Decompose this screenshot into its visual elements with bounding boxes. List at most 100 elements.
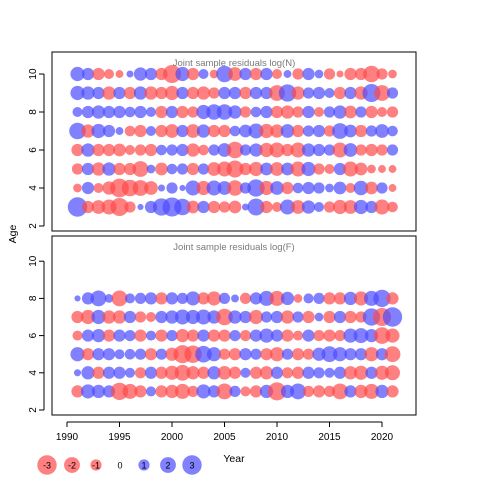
residual-bubble xyxy=(387,201,398,213)
residual-bubble xyxy=(72,106,83,118)
residual-bubble xyxy=(376,106,388,118)
residual-bubble xyxy=(144,366,158,379)
residual-bubble xyxy=(301,161,316,177)
residual-bubble xyxy=(67,197,88,217)
residual-bubble xyxy=(302,366,315,379)
residual-bubble xyxy=(216,383,233,400)
residual-bubble xyxy=(71,385,84,398)
y-tick-label: 8 xyxy=(28,295,39,301)
residual-bubble xyxy=(290,142,306,158)
y-tick-label: 10 xyxy=(28,68,39,80)
residual-bubble xyxy=(102,329,116,342)
residual-bubble xyxy=(187,106,199,118)
residual-bubble xyxy=(186,200,200,214)
residual-bubble xyxy=(165,105,179,119)
residual-bubble xyxy=(313,367,325,379)
residual-bubble xyxy=(216,65,233,83)
legend-label: -3 xyxy=(43,461,51,471)
residual-bubble xyxy=(240,367,251,378)
residual-bubble xyxy=(155,105,168,119)
residual-bubble xyxy=(270,105,284,119)
residual-bubble xyxy=(187,385,199,397)
residual-bubble xyxy=(269,347,285,362)
legend-bubble xyxy=(182,455,202,475)
residual-bubble xyxy=(132,180,149,196)
residual-bubble xyxy=(73,183,82,193)
residual-bubble xyxy=(281,181,294,195)
residual-bubble xyxy=(133,67,148,81)
x-tick-label: 1995 xyxy=(108,432,131,443)
residual-bubble xyxy=(290,161,306,177)
panel-frame xyxy=(51,235,417,416)
residual-bubble xyxy=(137,203,144,211)
residual-bubble xyxy=(197,200,210,214)
residual-bubble xyxy=(385,328,400,343)
y-tick-label: 4 xyxy=(28,185,39,191)
residual-bubble xyxy=(124,144,136,156)
residual-bubble xyxy=(81,366,95,380)
residual-bubble xyxy=(174,198,191,216)
residual-bubble xyxy=(302,310,315,324)
residual-bubble xyxy=(104,294,114,303)
residual-bubble xyxy=(134,385,147,398)
residual-bubble xyxy=(342,161,359,177)
legend-label: -1 xyxy=(92,461,100,471)
residual-bubble xyxy=(186,143,200,157)
residual-bubble xyxy=(195,309,212,325)
residual-bubble xyxy=(207,366,221,380)
residual-bubble xyxy=(239,106,252,118)
residual-bubble xyxy=(292,106,304,118)
residual-bubble xyxy=(376,144,388,156)
panel-title: Joint sample residuals log(F) xyxy=(173,242,294,253)
residual-bubble xyxy=(124,201,136,213)
legend-label: 0 xyxy=(117,461,122,471)
residual-bubble xyxy=(314,69,324,79)
x-tick-label: 2000 xyxy=(161,432,184,443)
residual-bubble xyxy=(93,182,104,194)
residual-bubble xyxy=(69,122,86,140)
residual-bubble xyxy=(302,87,315,99)
residual-bubble xyxy=(134,124,147,138)
residual-bubble xyxy=(343,291,358,306)
residual-bubble xyxy=(145,125,157,137)
residual-bubble xyxy=(155,162,168,176)
residual-bubble xyxy=(91,328,106,343)
panel-title: Joint sample residuals log(N) xyxy=(173,58,296,69)
residual-bubble xyxy=(155,292,168,305)
residual-bubble xyxy=(365,181,378,195)
residual-bubble xyxy=(260,348,273,361)
residual-bubble xyxy=(323,201,336,213)
residual-bubble xyxy=(344,348,357,361)
residual-bubble xyxy=(314,312,324,322)
residual-bubble xyxy=(92,348,105,361)
panel-log-n: Joint sample residuals log(N) 2 4 6 8 10 xyxy=(28,51,417,232)
residual-bubble xyxy=(283,70,292,78)
residual-bubble xyxy=(92,143,105,157)
residual-bubble xyxy=(144,86,158,100)
residual-bubble xyxy=(113,86,126,100)
residual-bubble xyxy=(228,67,242,81)
residual-bubble xyxy=(384,346,401,363)
residual-bubble xyxy=(302,385,315,397)
residual-bubble xyxy=(248,123,264,139)
legend-label: -2 xyxy=(68,461,76,471)
residual-bubble xyxy=(365,366,378,379)
bubble-layer xyxy=(67,64,399,217)
residual-bubble xyxy=(123,162,137,176)
residual-bubble xyxy=(302,125,315,137)
residual-bubble xyxy=(270,310,284,324)
residual-bubble xyxy=(218,292,231,304)
residual-bubble xyxy=(228,310,242,324)
residual-bubble xyxy=(386,292,399,305)
residual-bubble xyxy=(344,385,357,398)
residual-bubble xyxy=(313,292,325,304)
residual-bubble xyxy=(174,309,191,325)
residual-bubble xyxy=(355,144,367,156)
residual-bubble xyxy=(113,162,126,176)
residual-bubble xyxy=(267,382,287,401)
residual-bubble xyxy=(364,347,379,362)
residual-bubble xyxy=(324,87,335,99)
residual-bubble xyxy=(145,386,157,397)
residual-bubble xyxy=(198,144,209,156)
residual-bubble xyxy=(102,162,116,176)
